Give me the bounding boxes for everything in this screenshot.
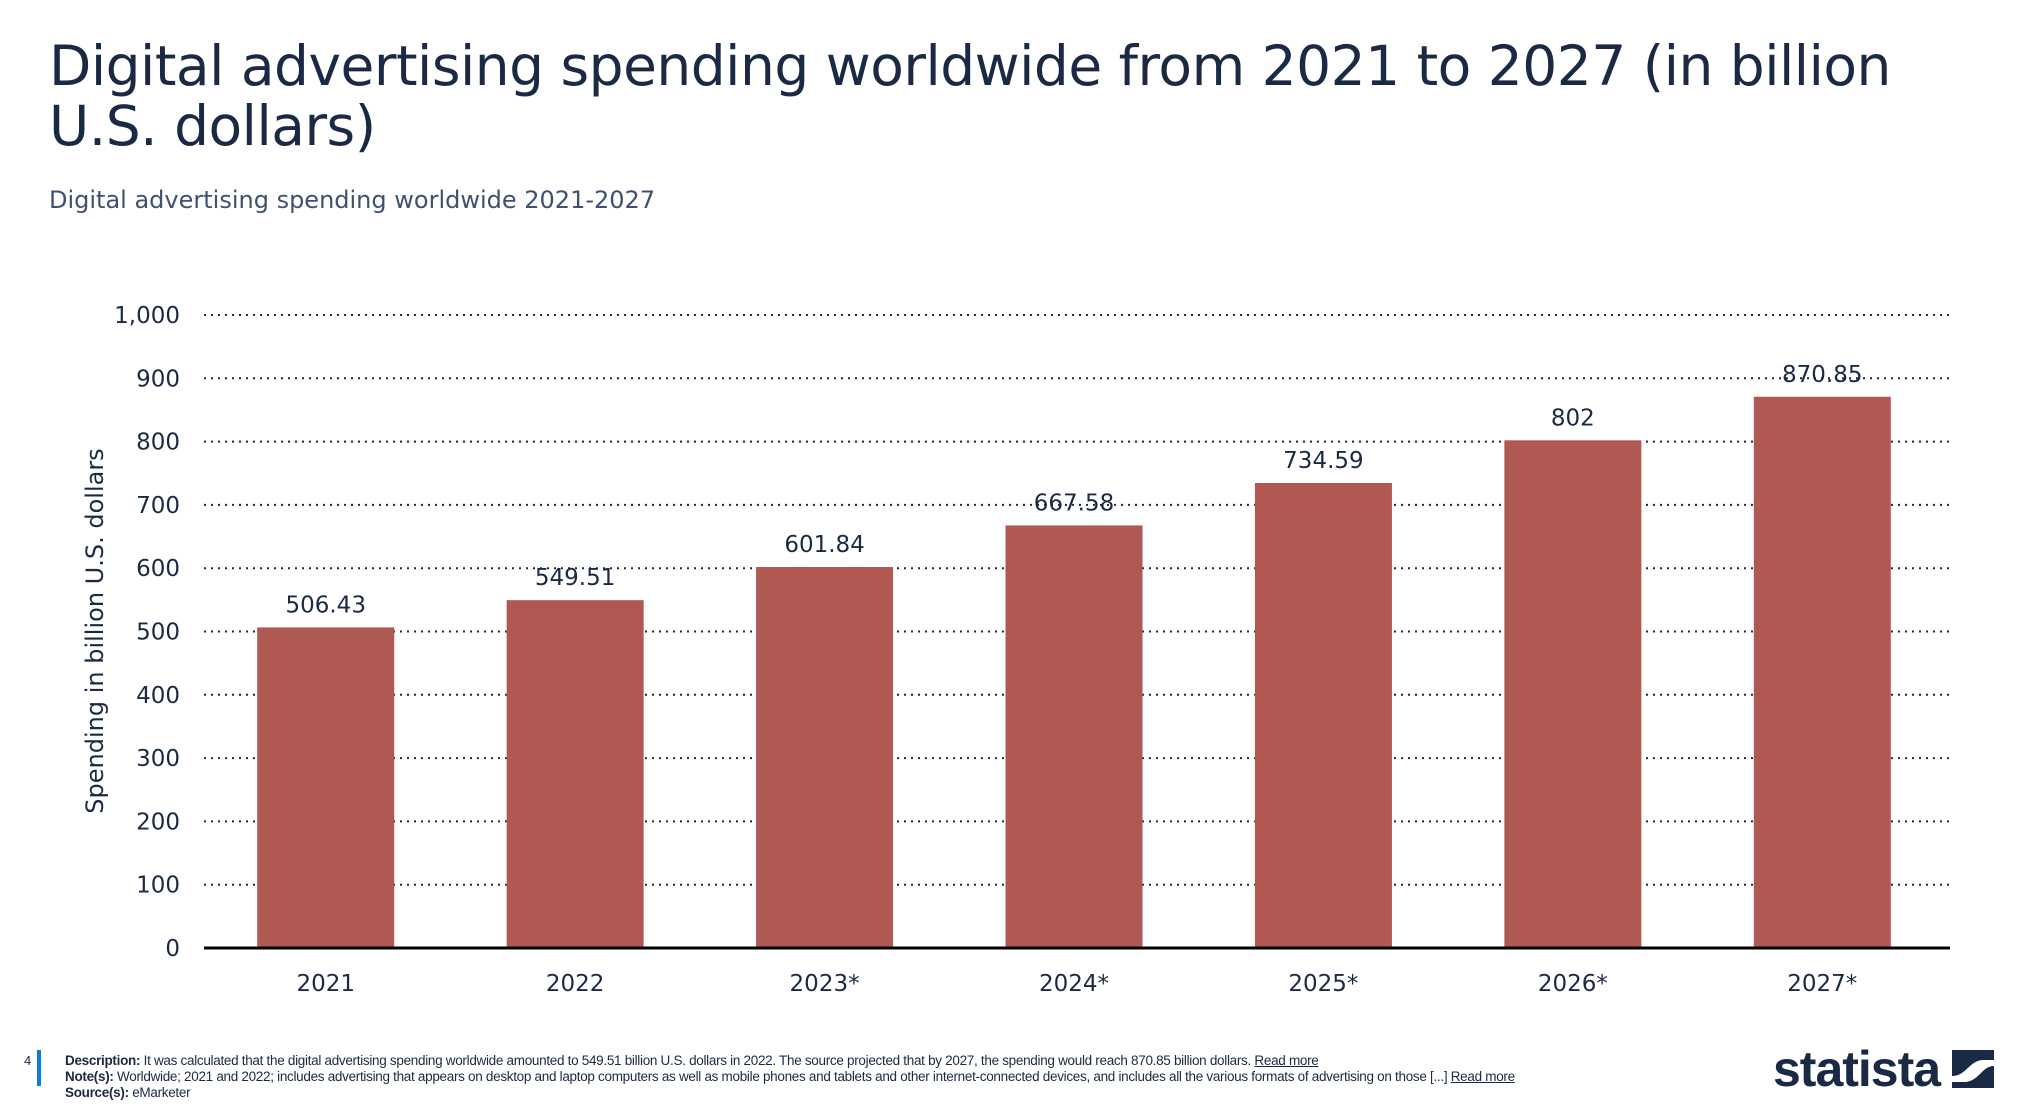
- description-text: It was calculated that the digital adver…: [140, 1053, 1255, 1068]
- notes-line: Note(s): Worldwide; 2021 and 2022; inclu…: [65, 1069, 1515, 1085]
- sources-line: Source(s): eMarketer: [65, 1085, 1515, 1101]
- data-label: 549.51: [535, 565, 615, 591]
- data-label: 870.85: [1782, 362, 1862, 388]
- notes-text: Worldwide; 2021 and 2022; includes adver…: [113, 1069, 1451, 1084]
- sources-text: eMarketer: [128, 1085, 191, 1100]
- data-label: 734.59: [1283, 448, 1363, 474]
- logo-text: statista: [1773, 1041, 1941, 1097]
- data-label: 802: [1551, 405, 1595, 431]
- notes-label: Note(s):: [65, 1069, 114, 1084]
- bar: [756, 567, 894, 948]
- y-tick-label: 600: [136, 556, 180, 582]
- x-tick-label: 2026*: [1538, 971, 1608, 997]
- x-tick-label: 2025*: [1288, 971, 1358, 997]
- chart-subtitle: Digital advertising spending worldwide 2…: [49, 186, 656, 214]
- notes-read-more-link[interactable]: Read more: [1450, 1069, 1515, 1084]
- y-tick-label: 800: [136, 430, 180, 456]
- description-label: Description:: [65, 1053, 141, 1068]
- bar: [1504, 440, 1642, 948]
- y-tick-label: 200: [136, 809, 180, 835]
- x-tick-label: 2024*: [1039, 971, 1109, 997]
- page-title: Digital advertising spending worldwide f…: [49, 34, 1891, 158]
- y-tick-label: 400: [136, 683, 180, 709]
- bar: [1254, 483, 1392, 948]
- bar-chart: 0 100 200 300 400 500 600 700 800 900 1,000 506.43 2…: [81, 303, 1950, 997]
- x-tick-label: 2022: [546, 971, 605, 997]
- data-label: 506.43: [285, 592, 365, 618]
- y-tick-label: 900: [136, 366, 180, 392]
- statista-logo-icon: [1952, 1050, 1995, 1088]
- bar: [257, 627, 395, 948]
- y-tick-label: 500: [136, 620, 180, 646]
- x-tick-label: 2021: [296, 971, 355, 997]
- y-tick-label: 1,000: [114, 303, 180, 329]
- x-tick-label: 2023*: [790, 971, 860, 997]
- description-line: Description: It was calculated that the …: [65, 1053, 1515, 1069]
- page-number: 4: [24, 1053, 32, 1068]
- bar: [506, 600, 644, 948]
- y-tick-label: 700: [136, 493, 180, 519]
- y-tick-label: 0: [165, 936, 180, 962]
- data-label: 601.84: [784, 532, 864, 558]
- y-tick-label: 100: [136, 873, 180, 899]
- description-read-more-link[interactable]: Read more: [1254, 1053, 1319, 1068]
- bar: [1753, 396, 1891, 948]
- sources-label: Source(s):: [65, 1085, 129, 1100]
- footer-notes: Description: It was calculated that the …: [65, 1053, 1515, 1101]
- bar: [1005, 525, 1143, 948]
- footer-accent-bar: [37, 1050, 41, 1086]
- data-label: 667.58: [1034, 490, 1114, 516]
- statista-logo[interactable]: statista: [1773, 1040, 1995, 1098]
- x-tick-label: 2027*: [1787, 971, 1857, 997]
- y-tick-label: 300: [136, 746, 180, 772]
- y-axis-label: Spending in billion U.S. dollars: [81, 448, 109, 813]
